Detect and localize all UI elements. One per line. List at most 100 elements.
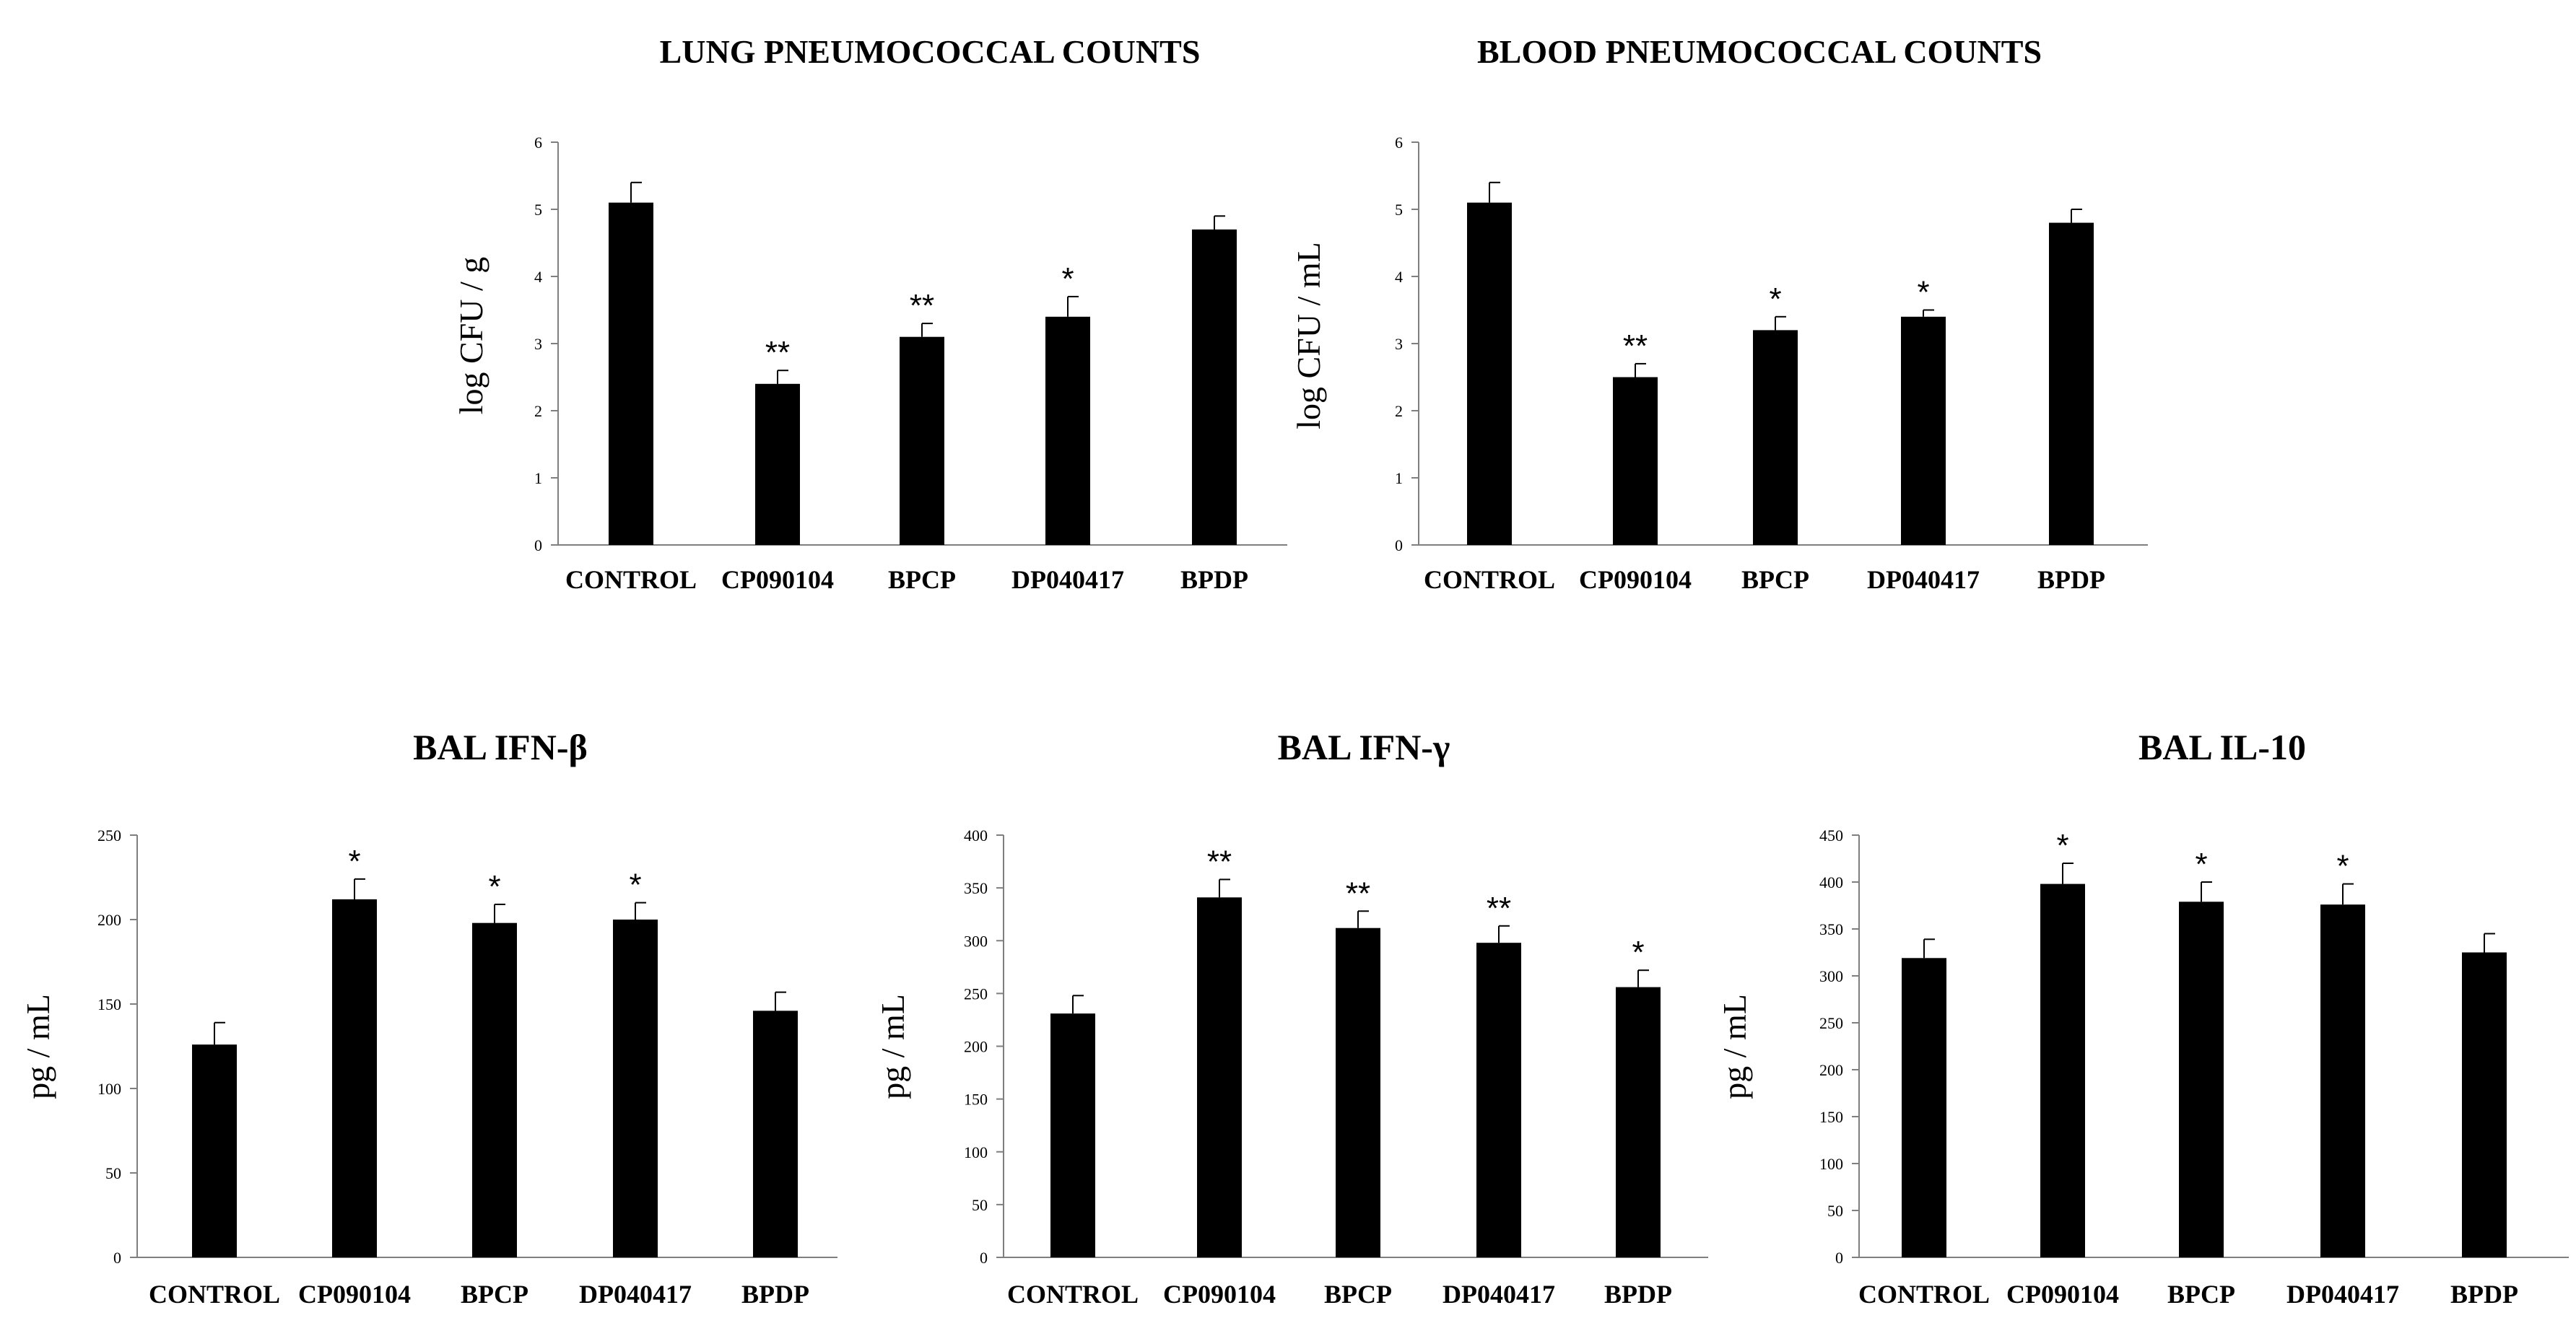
y-axis-label: log CFU / mL [1290,242,1327,429]
x-tick-label: CP090104 [2006,1280,2119,1309]
bar [472,922,517,1257]
chart-title: BAL IFN-γ [1278,727,1450,767]
bar [192,1044,237,1257]
x-tick-label: DP040417 [1011,565,1124,594]
y-tick-label: 250 [1819,1014,1843,1032]
bar [2179,902,2224,1257]
y-tick-label: 200 [964,1038,988,1056]
x-tick-label: CONTROL [1858,1280,1990,1309]
significance-mark: * [348,844,360,879]
bar [1192,229,1237,545]
bar [1336,928,1380,1257]
x-tick-label: BPDP [2450,1280,2518,1309]
y-tick-label: 300 [1819,967,1843,985]
bar [1902,958,1946,1257]
bar [1045,316,1090,545]
bar [900,336,944,545]
chart-title: BAL IFN-β [413,727,588,767]
y-axis-label: log CFU / g [453,257,489,415]
x-tick-label: CP090104 [1163,1280,1276,1309]
bar [1476,943,1521,1257]
significance-mark: * [1632,935,1644,970]
significance-mark: ** [910,288,934,323]
x-tick-label: DP040417 [2286,1280,2399,1309]
y-tick-label: 0 [534,536,542,554]
y-tick-label: 200 [97,911,121,929]
significance-mark: * [1769,282,1781,317]
y-tick-label: 100 [964,1143,988,1161]
y-tick-label: 400 [1819,873,1843,891]
x-tick-label: BPDP [2037,565,2105,594]
x-tick-label: CP090104 [298,1280,411,1309]
bar [1197,897,1242,1257]
significance-mark: * [2195,847,2207,882]
x-tick-label: BPCP [1741,565,1809,594]
x-tick-label: CONTROL [565,565,697,594]
y-tick-label: 0 [1395,536,1403,554]
y-tick-label: 5 [1395,201,1403,219]
y-tick-label: 6 [1395,134,1403,152]
y-tick-label: 4 [534,268,542,286]
blood-counts-chart: BLOOD PNEUMOCOCCAL COUNTS log CFU / mL 0… [1290,33,2148,594]
bar [2040,883,2085,1257]
bar [1616,987,1661,1257]
x-tick-label: BPCP [888,565,956,594]
y-tick-label: 250 [964,985,988,1003]
bar [1753,330,1798,545]
x-tick-label: DP040417 [579,1280,692,1309]
y-tick-label: 4 [1395,268,1403,286]
x-tick-label: CONTROL [149,1280,280,1309]
bal-il10-chart: BAL IL-10 pg / mL 0 50 100 150 200 250 300 350 4… [1716,727,2569,1309]
bar [609,202,653,545]
y-tick-label: 5 [534,201,542,219]
x-tick-label: CP090104 [1579,565,1692,594]
y-tick-label: 2 [1395,402,1403,420]
bar [2320,904,2365,1257]
bal-ifn-gamma-chart: BAL IFN-γ pg / mL 0 50 100 150 200 250 300 350 4… [874,727,1708,1309]
lung-counts-chart: LUNG PNEUMOCOCCAL COUNTS log CFU / g 0 1 2… [453,33,1287,594]
x-tick-label: BPCP [2167,1280,2235,1309]
y-tick-label: 50 [1827,1202,1843,1220]
bar [1901,316,1946,545]
bal-ifn-beta-chart: BAL IFN-β pg / mL 0 50 100 150 200 250 CONTROL… [19,727,837,1309]
y-tick-label: 450 [1819,826,1843,845]
y-tick-label: 0 [980,1249,988,1267]
y-tick-label: 150 [964,1091,988,1109]
significance-mark: ** [765,335,790,370]
y-tick-label: 50 [972,1196,988,1214]
bar [1050,1013,1095,1257]
bar [2462,952,2507,1257]
significance-mark: * [1917,275,1929,310]
x-tick-label: BPDP [1604,1280,1672,1309]
bar [2049,222,2094,545]
x-tick-label: BPDP [1180,565,1248,594]
y-tick-label: 300 [964,932,988,950]
y-tick-label: 150 [97,995,121,1013]
x-tick-label: DP040417 [1443,1280,1555,1309]
bar [755,383,800,545]
x-tick-label: BPCP [461,1280,528,1309]
bar [1613,377,1658,545]
x-tick-label: CP090104 [721,565,834,594]
significance-mark: ** [1346,876,1370,911]
significance-mark: ** [1623,328,1648,364]
y-tick-label: 1 [1395,469,1403,487]
x-tick-label: CONTROL [1424,565,1555,594]
x-tick-label: BPDP [741,1280,809,1309]
bar [753,1011,798,1257]
y-tick-label: 0 [113,1249,121,1267]
x-tick-label: BPCP [1324,1280,1392,1309]
x-tick-label: DP040417 [1867,565,1980,594]
significance-mark: * [488,869,500,904]
chart-title: BAL IL-10 [2138,727,2306,767]
y-tick-label: 1 [534,469,542,487]
significance-mark: * [1061,261,1074,297]
bar [613,920,658,1257]
y-tick-label: 400 [964,826,988,845]
y-tick-label: 3 [1395,335,1403,353]
significance-mark: ** [1487,891,1511,926]
y-tick-label: 250 [97,826,121,845]
significance-mark: * [2336,849,2349,884]
y-axis-label: pg / mL [874,994,911,1099]
